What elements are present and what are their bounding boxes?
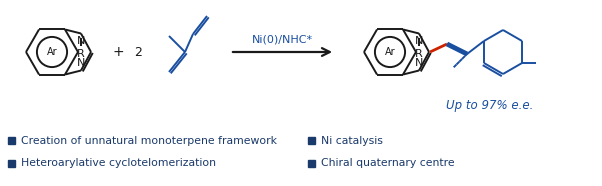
Text: N: N xyxy=(415,57,423,68)
Text: N: N xyxy=(415,36,423,46)
Text: N: N xyxy=(77,57,85,68)
Text: Heteroarylative cyclotelomerization: Heteroarylative cyclotelomerization xyxy=(21,158,216,169)
Text: R: R xyxy=(77,49,85,60)
Text: R: R xyxy=(415,49,423,60)
Text: Ar: Ar xyxy=(385,47,396,57)
Text: +: + xyxy=(112,45,124,59)
Bar xyxy=(8,137,15,144)
Bar xyxy=(308,137,315,144)
Text: Ni(0)/NHC*: Ni(0)/NHC* xyxy=(252,34,313,44)
Text: Ar: Ar xyxy=(47,47,57,57)
Text: Ni catalysis: Ni catalysis xyxy=(321,135,383,145)
Text: 2: 2 xyxy=(134,46,142,59)
Bar xyxy=(8,160,15,166)
Text: Creation of unnatural monoterpene framework: Creation of unnatural monoterpene framew… xyxy=(21,135,277,145)
Text: N: N xyxy=(77,36,85,46)
Bar xyxy=(308,160,315,166)
Text: Up to 97% e.e.: Up to 97% e.e. xyxy=(446,99,534,111)
Text: Chiral quaternary centre: Chiral quaternary centre xyxy=(321,158,455,169)
